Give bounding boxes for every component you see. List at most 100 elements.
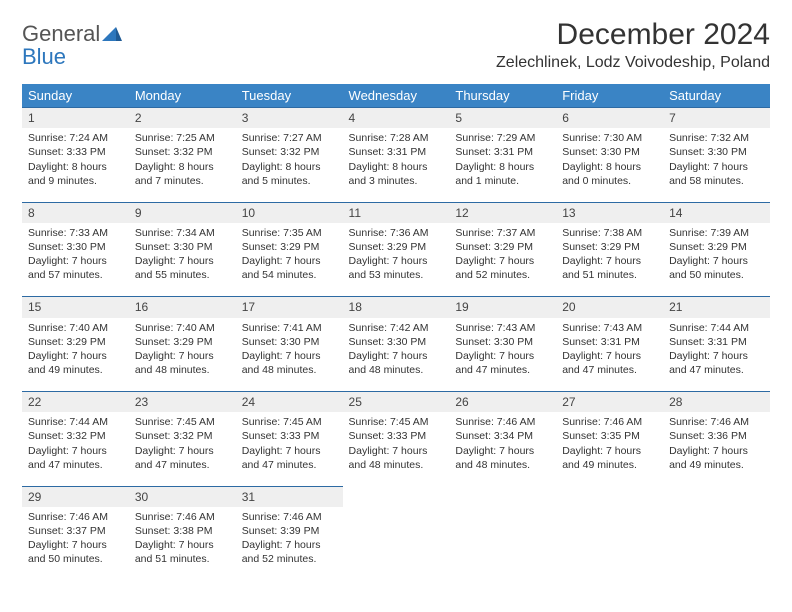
day-number-row: 293031 [22,486,770,507]
calendar-table: SundayMondayTuesdayWednesdayThursdayFrid… [22,84,770,581]
sunset-text: Sunset: 3:29 PM [562,240,657,254]
sunset-text: Sunset: 3:39 PM [242,524,337,538]
daylight-text: Daylight: 7 hours and 48 minutes. [455,444,550,472]
day-details: Sunrise: 7:44 AMSunset: 3:32 PMDaylight:… [28,415,123,472]
day-content-cell: Sunrise: 7:44 AMSunset: 3:32 PMDaylight:… [22,412,129,486]
daylight-text: Daylight: 7 hours and 47 minutes. [669,349,764,377]
weekday-header: Friday [556,84,663,108]
day-content-cell: Sunrise: 7:30 AMSunset: 3:30 PMDaylight:… [556,128,663,202]
day-content-cell: Sunrise: 7:43 AMSunset: 3:30 PMDaylight:… [449,318,556,392]
logo-line2: Blue [22,44,66,69]
day-content-cell: Sunrise: 7:37 AMSunset: 3:29 PMDaylight:… [449,223,556,297]
sunset-text: Sunset: 3:31 PM [455,145,550,159]
sunrise-text: Sunrise: 7:24 AM [28,131,123,145]
day-content-cell: Sunrise: 7:41 AMSunset: 3:30 PMDaylight:… [236,318,343,392]
location-text: Zelechlinek, Lodz Voivodeship, Poland [496,54,770,72]
day-details: Sunrise: 7:32 AMSunset: 3:30 PMDaylight:… [669,131,764,188]
daylight-text: Daylight: 7 hours and 48 minutes. [349,444,444,472]
day-number-cell [449,486,556,507]
weekday-header: Monday [129,84,236,108]
sunrise-text: Sunrise: 7:41 AM [242,321,337,335]
title-block: December 2024 Zelechlinek, Lodz Voivodes… [496,18,770,72]
sunrise-text: Sunrise: 7:34 AM [135,226,230,240]
sunrise-text: Sunrise: 7:39 AM [669,226,764,240]
sunrise-text: Sunrise: 7:40 AM [135,321,230,335]
sunrise-text: Sunrise: 7:43 AM [562,321,657,335]
day-content-cell: Sunrise: 7:46 AMSunset: 3:34 PMDaylight:… [449,412,556,486]
day-content-cell: Sunrise: 7:27 AMSunset: 3:32 PMDaylight:… [236,128,343,202]
sunrise-text: Sunrise: 7:25 AM [135,131,230,145]
sunrise-text: Sunrise: 7:27 AM [242,131,337,145]
day-number-cell [663,486,770,507]
sunrise-text: Sunrise: 7:36 AM [349,226,444,240]
day-content-cell: Sunrise: 7:28 AMSunset: 3:31 PMDaylight:… [343,128,450,202]
day-content-cell: Sunrise: 7:29 AMSunset: 3:31 PMDaylight:… [449,128,556,202]
sunrise-text: Sunrise: 7:32 AM [669,131,764,145]
daylight-text: Daylight: 8 hours and 7 minutes. [135,160,230,188]
day-content-cell: Sunrise: 7:42 AMSunset: 3:30 PMDaylight:… [343,318,450,392]
day-number-cell [556,486,663,507]
daylight-text: Daylight: 7 hours and 47 minutes. [455,349,550,377]
weekday-header: Saturday [663,84,770,108]
sunset-text: Sunset: 3:29 PM [455,240,550,254]
day-number-cell: 25 [343,392,450,413]
day-number-cell: 8 [22,202,129,223]
day-content-cell: Sunrise: 7:45 AMSunset: 3:33 PMDaylight:… [343,412,450,486]
daylight-text: Daylight: 7 hours and 47 minutes. [135,444,230,472]
day-content-cell: Sunrise: 7:35 AMSunset: 3:29 PMDaylight:… [236,223,343,297]
day-content-cell: Sunrise: 7:46 AMSunset: 3:39 PMDaylight:… [236,507,343,581]
day-details: Sunrise: 7:40 AMSunset: 3:29 PMDaylight:… [135,321,230,378]
day-details: Sunrise: 7:45 AMSunset: 3:33 PMDaylight:… [349,415,444,472]
day-content-cell [343,507,450,581]
daylight-text: Daylight: 7 hours and 54 minutes. [242,254,337,282]
day-content-cell: Sunrise: 7:43 AMSunset: 3:31 PMDaylight:… [556,318,663,392]
daylight-text: Daylight: 7 hours and 48 minutes. [242,349,337,377]
day-content-cell: Sunrise: 7:32 AMSunset: 3:30 PMDaylight:… [663,128,770,202]
daylight-text: Daylight: 7 hours and 55 minutes. [135,254,230,282]
day-number-cell: 13 [556,202,663,223]
sunset-text: Sunset: 3:32 PM [242,145,337,159]
day-number-cell: 9 [129,202,236,223]
weekday-header-row: SundayMondayTuesdayWednesdayThursdayFrid… [22,84,770,108]
day-number-cell: 21 [663,297,770,318]
sunset-text: Sunset: 3:30 PM [562,145,657,159]
daylight-text: Daylight: 7 hours and 49 minutes. [28,349,123,377]
daylight-text: Daylight: 7 hours and 52 minutes. [242,538,337,566]
daylight-text: Daylight: 7 hours and 52 minutes. [455,254,550,282]
sunset-text: Sunset: 3:33 PM [28,145,123,159]
day-number-cell: 24 [236,392,343,413]
day-details: Sunrise: 7:46 AMSunset: 3:39 PMDaylight:… [242,510,337,567]
day-details: Sunrise: 7:46 AMSunset: 3:37 PMDaylight:… [28,510,123,567]
sunset-text: Sunset: 3:30 PM [28,240,123,254]
sunrise-text: Sunrise: 7:44 AM [669,321,764,335]
weekday-header: Thursday [449,84,556,108]
daylight-text: Daylight: 7 hours and 51 minutes. [562,254,657,282]
sunrise-text: Sunrise: 7:45 AM [349,415,444,429]
logo-mark-icon [102,22,122,45]
day-content-row: Sunrise: 7:33 AMSunset: 3:30 PMDaylight:… [22,223,770,297]
sunrise-text: Sunrise: 7:37 AM [455,226,550,240]
daylight-text: Daylight: 8 hours and 9 minutes. [28,160,123,188]
day-number-row: 891011121314 [22,202,770,223]
sunset-text: Sunset: 3:31 PM [349,145,444,159]
daylight-text: Daylight: 7 hours and 58 minutes. [669,160,764,188]
day-content-cell: Sunrise: 7:39 AMSunset: 3:29 PMDaylight:… [663,223,770,297]
daylight-text: Daylight: 7 hours and 47 minutes. [562,349,657,377]
day-number-cell: 1 [22,108,129,129]
day-content-cell: Sunrise: 7:46 AMSunset: 3:35 PMDaylight:… [556,412,663,486]
sunset-text: Sunset: 3:29 PM [135,335,230,349]
sunset-text: Sunset: 3:32 PM [135,429,230,443]
day-number-cell: 12 [449,202,556,223]
day-number-cell: 3 [236,108,343,129]
day-details: Sunrise: 7:29 AMSunset: 3:31 PMDaylight:… [455,131,550,188]
day-content-cell: Sunrise: 7:40 AMSunset: 3:29 PMDaylight:… [22,318,129,392]
day-content-row: Sunrise: 7:44 AMSunset: 3:32 PMDaylight:… [22,412,770,486]
day-number-cell: 18 [343,297,450,318]
day-details: Sunrise: 7:46 AMSunset: 3:36 PMDaylight:… [669,415,764,472]
day-number-cell: 17 [236,297,343,318]
day-details: Sunrise: 7:24 AMSunset: 3:33 PMDaylight:… [28,131,123,188]
sunset-text: Sunset: 3:34 PM [455,429,550,443]
sunset-text: Sunset: 3:35 PM [562,429,657,443]
day-number-cell: 26 [449,392,556,413]
day-details: Sunrise: 7:36 AMSunset: 3:29 PMDaylight:… [349,226,444,283]
